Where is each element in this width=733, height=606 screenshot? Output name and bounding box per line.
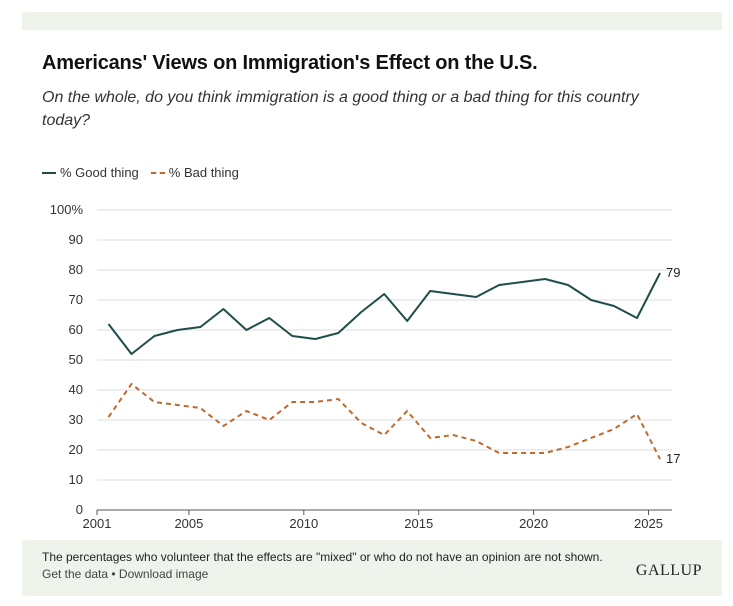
gridlines	[97, 209, 672, 511]
download-image-link[interactable]: Download image	[118, 567, 209, 581]
y-tick-label: 0	[76, 502, 83, 517]
x-tick-label: 2010	[289, 516, 318, 528]
y-axis-ticks: 0 10 20 30 40 50 60 70 80 90 100%	[50, 202, 84, 517]
get-data-link[interactable]: Get the data	[42, 567, 109, 581]
y-tick-label: 60	[69, 322, 83, 337]
legend-label-good: % Good thing	[60, 165, 139, 180]
gallup-logo: GALLUP	[635, 562, 702, 579]
x-axis-ticks: 2001 2005 2010 2015 2020 2025	[83, 510, 663, 528]
legend-label-bad: % Bad thing	[168, 165, 239, 180]
y-tick-label: 10	[69, 472, 83, 487]
good-thing-end-label: 79	[666, 265, 680, 280]
bad-thing-line	[107, 383, 661, 460]
series-lines	[107, 272, 661, 460]
y-tick-label: 50	[69, 352, 83, 367]
legend-item-good: % Good thing	[42, 165, 139, 180]
end-labels: 79 17	[666, 265, 680, 466]
y-tick-label: 100%	[50, 202, 84, 217]
footer-separator: •	[108, 567, 119, 581]
x-tick-label: 2025	[634, 516, 663, 528]
x-tick-label: 2001	[83, 516, 112, 528]
y-tick-label: 30	[69, 412, 83, 427]
y-tick-label: 20	[69, 442, 83, 457]
chart-card: Americans' Views on Immigration's Effect…	[22, 12, 722, 596]
bad-thing-end-label: 17	[666, 451, 680, 466]
x-tick-label: 2005	[174, 516, 203, 528]
y-tick-label: 90	[69, 232, 83, 247]
legend: % Good thing % Bad thing	[42, 165, 251, 180]
footnote: The percentages who volunteer that the e…	[42, 550, 603, 564]
y-tick-label: 40	[69, 382, 83, 397]
footer-links: Get the data • Download image	[42, 567, 208, 581]
x-tick-label: 2015	[404, 516, 433, 528]
y-tick-label: 70	[69, 292, 83, 307]
legend-item-bad: % Bad thing	[150, 165, 239, 180]
y-tick-label: 80	[69, 262, 83, 277]
x-tick-label: 2020	[519, 516, 548, 528]
legend-swatch-good	[42, 171, 56, 174]
good-thing-line	[107, 272, 661, 355]
legend-swatch-bad	[150, 171, 165, 174]
line-chart: 0 10 20 30 40 50 60 70 80 90 100% 2001 2005 2010 2015…	[50, 202, 681, 528]
chart-panel: Americans' Views on Immigration's Effect…	[22, 30, 722, 564]
chart-title: Americans' Views on Immigration's Effect…	[42, 52, 538, 74]
chart-subtitle: On the whole, do you think immigration i…	[42, 89, 639, 129]
